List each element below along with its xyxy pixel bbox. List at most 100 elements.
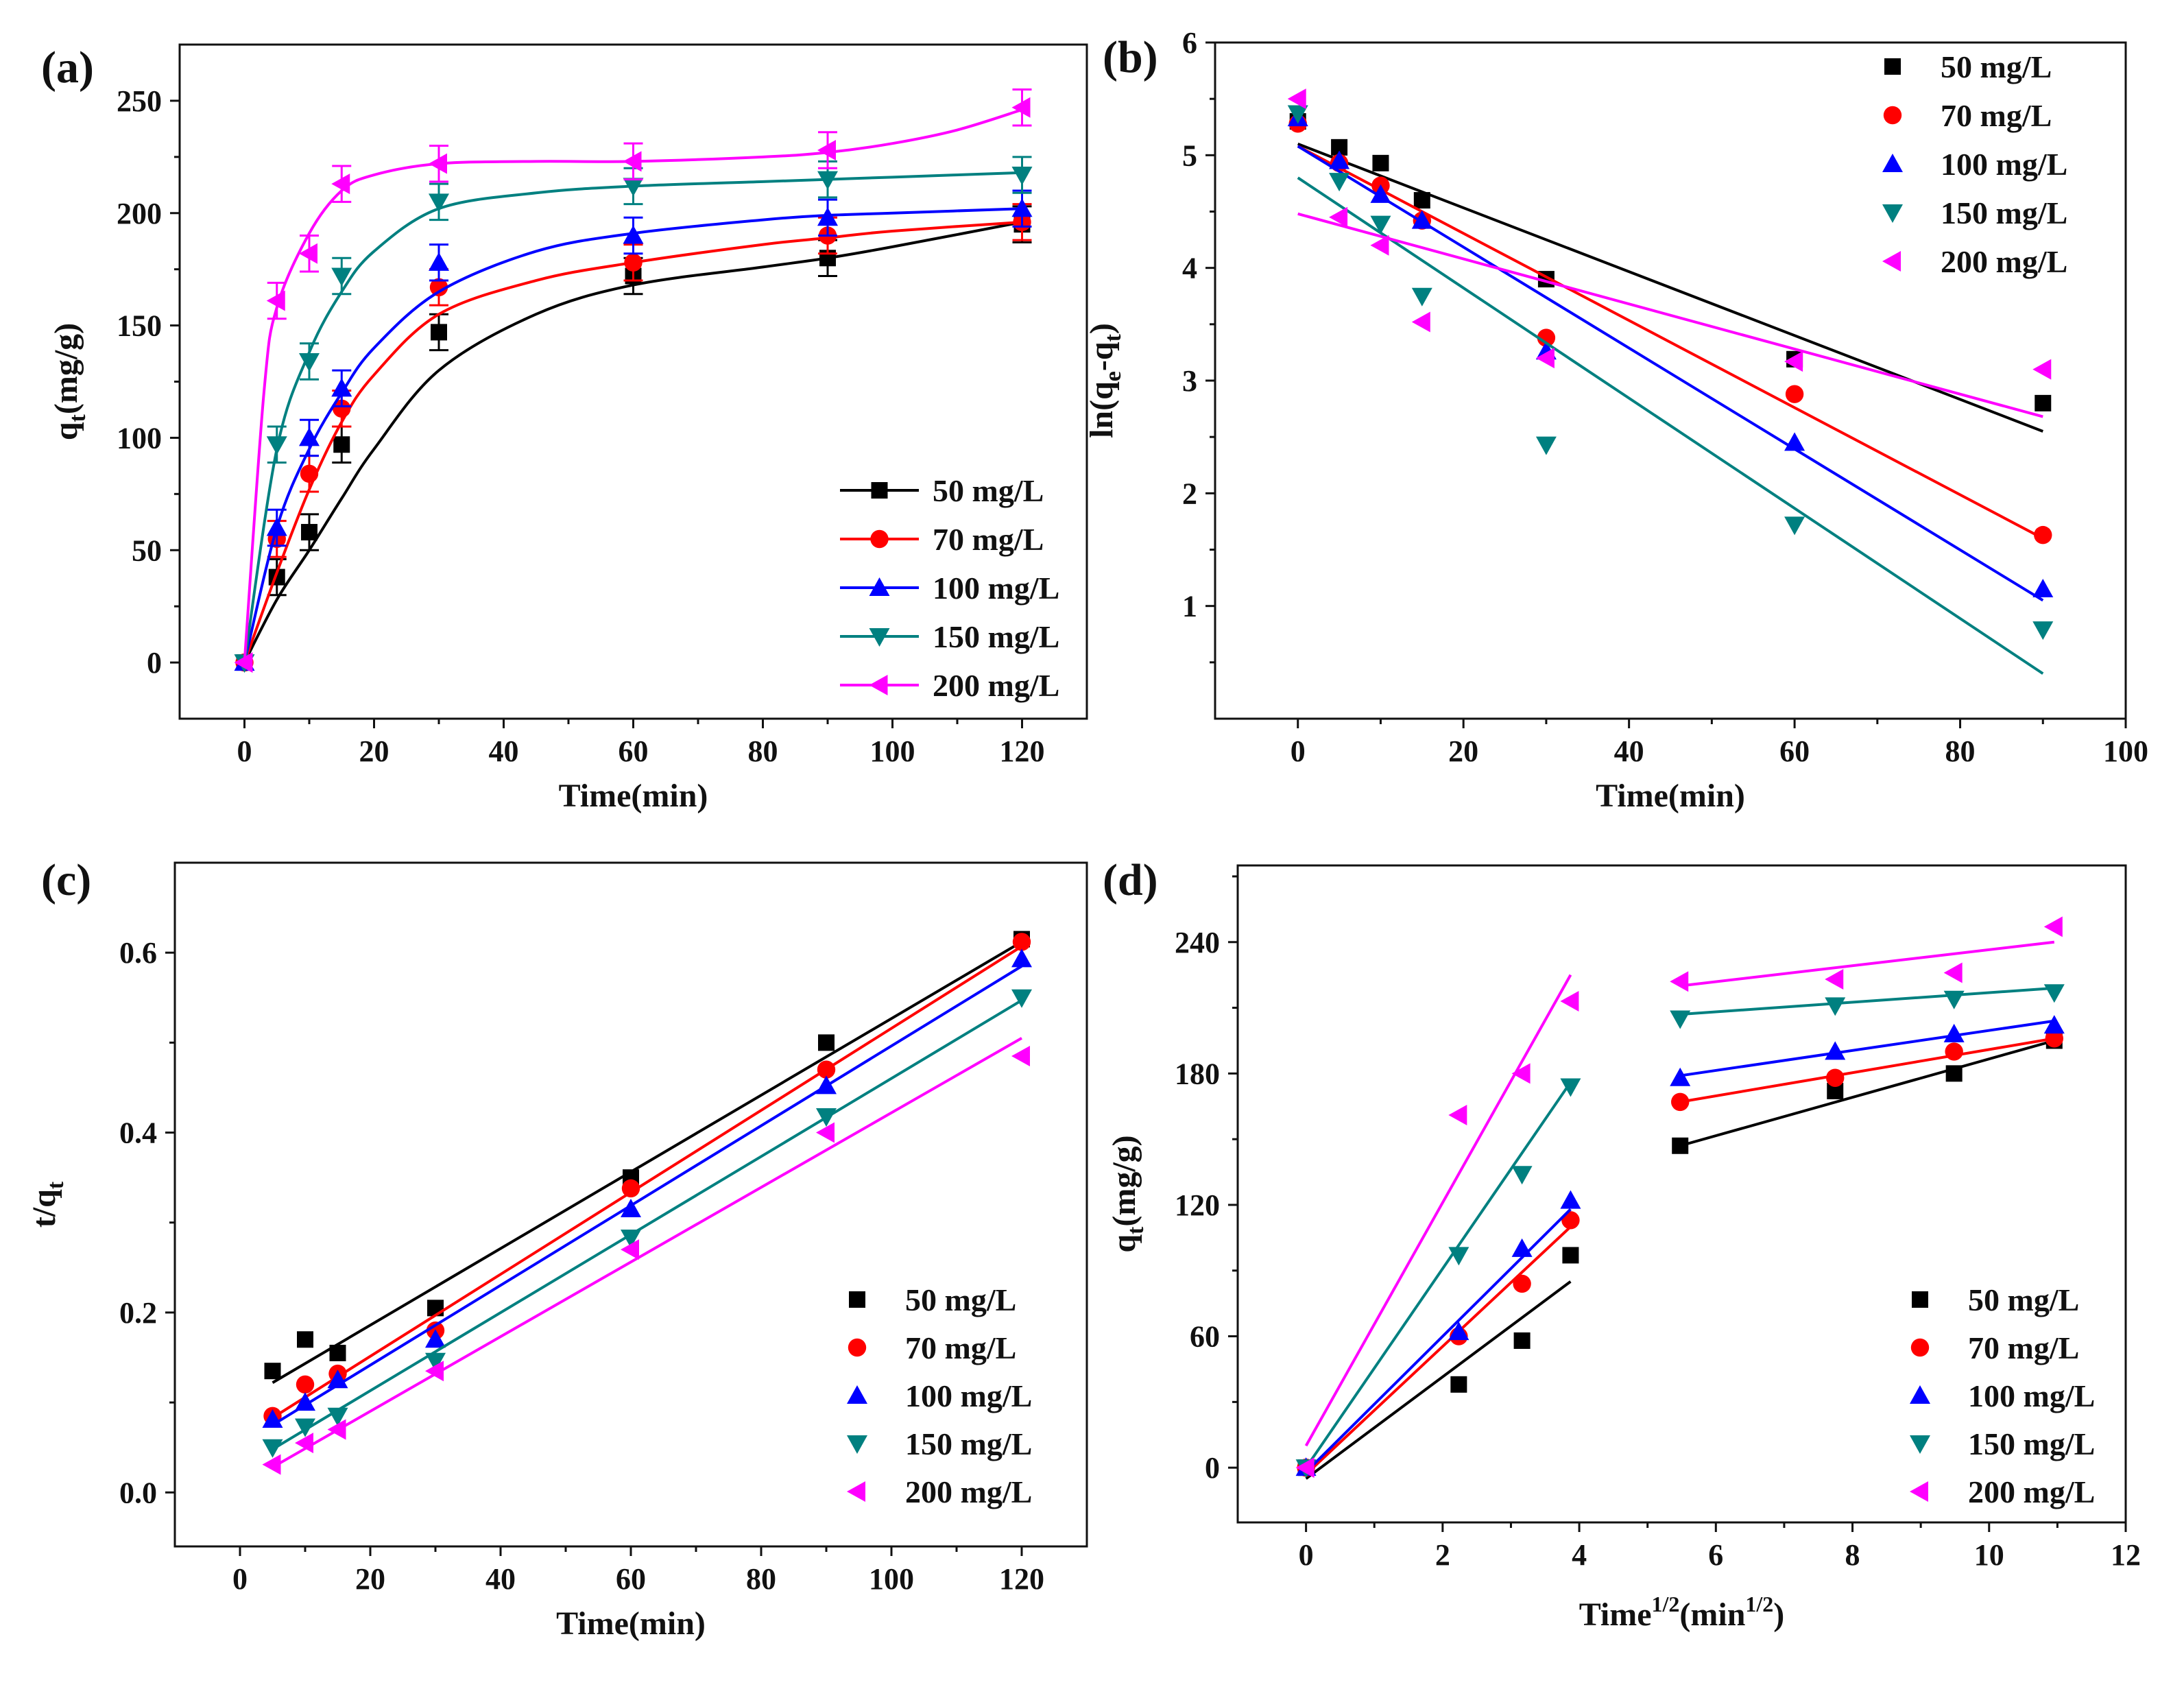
legend-marker — [849, 1291, 865, 1308]
data-point — [329, 1344, 346, 1361]
panel-c: (c) 0 20 40 60 80 100 120 0.0 0.2 0.4 0.6 Time(min) t… — [26, 855, 1088, 1642]
data-point — [295, 1418, 315, 1437]
data-point — [2032, 359, 2052, 380]
data-point — [2043, 916, 2063, 937]
data-point — [299, 243, 317, 264]
x-tick-label: 40 — [485, 1562, 516, 1596]
data-point — [429, 252, 449, 271]
legend-marker — [869, 628, 890, 647]
y-tick-label: 0.0 — [119, 1476, 157, 1509]
series-70-mg-L — [1297, 1029, 2064, 1477]
data-point — [1943, 1023, 1965, 1042]
data-point — [1448, 1247, 1469, 1266]
data-point — [234, 652, 253, 673]
legend-marker — [1910, 1481, 1928, 1502]
data-point — [327, 1419, 346, 1440]
legend-marker — [1882, 251, 1901, 272]
y-tick-label: 60 — [1190, 1320, 1220, 1354]
legend: 50 mg/L 70 mg/L 100 mg/L 150 mg/L 200 mg/L — [847, 1282, 1032, 1509]
legend-label: 100 mg/L — [1941, 147, 2067, 182]
legend-label: 150 mg/L — [1941, 195, 2067, 230]
legend-label: 150 mg/L — [933, 619, 1059, 654]
fit-line — [1679, 1019, 2055, 1077]
legend-label: 70 mg/L — [1968, 1330, 2079, 1365]
series-150-mg-L — [1295, 984, 2065, 1479]
y-tick-label: 6 — [1182, 26, 1197, 60]
x-axis-label: Time(min) — [559, 778, 708, 814]
data-point — [1945, 1065, 1963, 1082]
series-70-mg-L — [263, 933, 1031, 1425]
data-point — [2035, 394, 2052, 411]
data-point — [429, 278, 448, 297]
y-tick-label: 2 — [1182, 477, 1197, 510]
data-point — [1785, 385, 1804, 403]
y-tick-label: 0.2 — [119, 1296, 157, 1330]
y-axis-label: qt(mg/g) — [1106, 1135, 1149, 1252]
data-point — [2043, 984, 2065, 1003]
legend-marker — [1882, 204, 1903, 223]
data-point — [1287, 105, 1308, 124]
fit-line — [272, 1037, 1022, 1469]
legend-label: 50 mg/L — [1968, 1282, 2079, 1317]
x-tick-label: 40 — [489, 734, 519, 768]
x-tick-label: 80 — [1945, 734, 1976, 768]
data-point — [262, 1409, 283, 1428]
y-tick-label: 200 — [117, 197, 162, 230]
legend-label: 200 mg/L — [1941, 244, 2067, 279]
plot-frame — [1214, 41, 2127, 720]
data-point — [1535, 436, 1557, 455]
x-axis-label: Time1/2(min1/2) — [1579, 1592, 1785, 1633]
legend-label: 100 mg/L — [933, 571, 1059, 606]
data-point — [623, 225, 644, 244]
series-70-mg-L — [235, 203, 1032, 672]
legend-marker — [848, 1338, 867, 1357]
legend-marker — [1912, 1291, 1928, 1308]
y-tick-label: 0 — [147, 646, 162, 680]
y-tick-label: 150 — [117, 309, 162, 343]
data-point — [817, 171, 838, 190]
legend-marker — [847, 1481, 865, 1502]
x-tick-label: 40 — [1614, 734, 1644, 768]
data-point — [295, 1392, 315, 1411]
fit-line — [1679, 1039, 2055, 1147]
plot-area — [1295, 916, 2065, 1480]
series-150-mg-L — [262, 989, 1032, 1458]
data-point — [1011, 167, 1033, 186]
x-tick-label: 0 — [1291, 734, 1306, 768]
legend-marker — [1884, 58, 1901, 75]
data-point — [1448, 1321, 1469, 1341]
data-point — [624, 253, 643, 272]
data-point — [1370, 184, 1391, 203]
series-100-mg-L — [1295, 1015, 2065, 1476]
data-point — [1943, 990, 1965, 1009]
series-200-mg-L — [1295, 916, 2063, 1479]
x-tick-label: 8 — [1845, 1538, 1860, 1572]
series-100-mg-L — [262, 948, 1032, 1428]
data-point — [817, 207, 838, 226]
legend-marker — [869, 577, 890, 596]
panel-b: (b) 0 20 40 60 80 100 1 2 3 4 5 6 Time(min) ln(qe-qt) 5… — [1083, 26, 2148, 814]
legend-label: 70 mg/L — [933, 522, 1044, 557]
fit-line — [1304, 974, 1572, 1447]
data-point — [331, 174, 350, 195]
data-point — [621, 1179, 640, 1198]
data-point — [431, 324, 447, 341]
fit-line — [1679, 940, 2055, 988]
data-point — [295, 1433, 313, 1454]
legend-label: 200 mg/L — [933, 668, 1059, 703]
legend: 50 mg/L 70 mg/L 100 mg/L 150 mg/L 200 mg/L — [840, 473, 1059, 703]
legend-marker — [871, 482, 888, 499]
data-point — [1411, 210, 1432, 229]
data-point — [1450, 1376, 1467, 1393]
data-point — [1535, 348, 1555, 369]
data-point — [297, 1331, 313, 1348]
fit-curve — [243, 108, 1023, 663]
legend-marker — [869, 675, 888, 695]
data-point — [1513, 1332, 1531, 1349]
data-point — [1448, 1105, 1467, 1126]
data-point — [816, 1122, 835, 1143]
data-point — [1562, 1247, 1579, 1264]
panel-label: (b) — [1103, 32, 1158, 82]
data-point — [1411, 311, 1430, 333]
